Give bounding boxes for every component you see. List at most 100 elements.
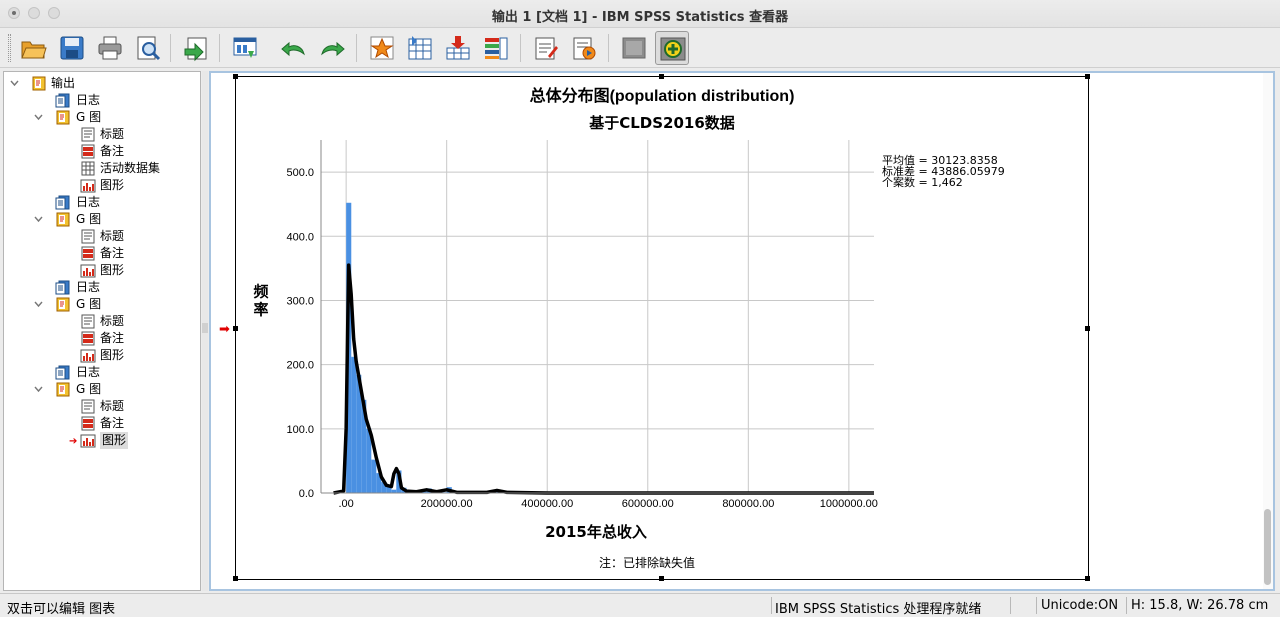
outline-item[interactable]: G 图 xyxy=(4,211,200,228)
outline-item-label: 活动数据集 xyxy=(100,161,161,175)
resize-handle-bottom-right[interactable] xyxy=(1085,576,1090,581)
selected-item-arrow-icon: ➡ xyxy=(219,322,230,337)
outline-item[interactable]: 标题 xyxy=(4,398,200,415)
outline-item[interactable]: G 图 xyxy=(4,296,200,313)
outline-item[interactable]: 图形 xyxy=(4,177,200,194)
outline-item[interactable]: 活动数据集 xyxy=(4,160,200,177)
hide-icon xyxy=(622,37,646,59)
resize-handle-left[interactable] xyxy=(233,326,238,331)
outline-item-label: 日志 xyxy=(76,365,101,379)
expand-toggle-icon[interactable] xyxy=(34,113,43,122)
output-content-pane: ➡ 0.0 100.0 200.0 300.0 400.0 500.0 .00 200000.… xyxy=(209,71,1275,591)
outline-item-label: 标题 xyxy=(100,127,125,141)
outline-item[interactable]: G 图 xyxy=(4,109,200,126)
notes-icon xyxy=(81,416,95,431)
outline-item[interactable]: G 图 xyxy=(4,381,200,398)
insert-text-button[interactable] xyxy=(529,31,563,65)
log-icon xyxy=(55,365,70,380)
outline-item[interactable]: 图形 xyxy=(4,347,200,364)
histogram-bar xyxy=(351,356,357,494)
resize-handle-top-right[interactable] xyxy=(1085,74,1090,79)
x-tick-label: 600000.00 xyxy=(622,498,674,510)
resize-handle-right[interactable] xyxy=(1085,326,1090,331)
notes-icon xyxy=(81,246,95,261)
expand-toggle-icon[interactable] xyxy=(10,79,19,88)
expand-toggle-icon[interactable] xyxy=(34,215,43,224)
close-window-button[interactable] xyxy=(8,7,20,19)
variables-button[interactable] xyxy=(479,31,513,65)
outline-item[interactable]: 备注 xyxy=(4,143,200,160)
goto-data-button[interactable] xyxy=(365,31,399,65)
splitter-knob[interactable] xyxy=(202,323,208,333)
outline-item[interactable]: 日志 xyxy=(4,279,200,296)
y-tick-label: 200.0 xyxy=(286,360,314,372)
outline-item-label: 备注 xyxy=(100,416,125,430)
redo-button[interactable] xyxy=(315,31,349,65)
goto-case-button[interactable] xyxy=(403,31,437,65)
expand-toggle-icon[interactable] xyxy=(34,385,43,394)
outline-item[interactable]: 标题 xyxy=(4,228,200,245)
save-button[interactable] xyxy=(55,31,89,65)
hide-button[interactable] xyxy=(617,31,651,65)
statistic-line: 个案数 = 1,462 xyxy=(882,175,963,189)
chart-object[interactable]: 0.0 100.0 200.0 300.0 400.0 500.0 .00 200000.00… xyxy=(235,76,1089,580)
outline-item[interactable]: 标题 xyxy=(4,313,200,330)
recall-dialog-button[interactable] xyxy=(228,31,262,65)
toolbar-grip[interactable] xyxy=(8,34,11,62)
outline-item[interactable]: 备注 xyxy=(4,330,200,347)
outline-item[interactable]: 日志 xyxy=(4,92,200,109)
open-icon xyxy=(21,41,47,59)
resize-handle-top-left[interactable] xyxy=(233,74,238,79)
print-button[interactable] xyxy=(93,31,127,65)
outline-item-label: 备注 xyxy=(100,331,125,345)
outline-item[interactable]: 图形 xyxy=(4,262,200,279)
x-tick-label: 400000.00 xyxy=(521,498,573,510)
histogram-bars xyxy=(345,202,503,494)
toolbar-separator xyxy=(608,34,609,62)
outline-item[interactable]: 备注 xyxy=(4,245,200,262)
outline-item[interactable]: 标题 xyxy=(4,126,200,143)
outline-item-label: G 图 xyxy=(76,297,102,311)
toolbar-separator xyxy=(170,34,171,62)
y-axis-label-char: 频 xyxy=(253,282,268,300)
dimensions-status: H: 15.8, W: 26.78 cm xyxy=(1131,598,1269,613)
toolbar-separator xyxy=(356,34,357,62)
dataset-icon xyxy=(81,161,95,176)
graph-book-icon xyxy=(56,212,70,227)
recall-dialog-icon xyxy=(233,37,257,58)
y-tick-label: 300.0 xyxy=(286,295,314,307)
notes-icon xyxy=(81,331,95,346)
outline-item[interactable]: 日志 xyxy=(4,364,200,381)
insert-title-button[interactable] xyxy=(567,31,601,65)
undo-button[interactable] xyxy=(277,31,311,65)
outline-item[interactable]: 备注 xyxy=(4,415,200,432)
resize-handle-bottom-left[interactable] xyxy=(233,576,238,581)
x-tick-label: .00 xyxy=(338,498,353,510)
x-tick-label: 800000.00 xyxy=(722,498,774,510)
resize-handle-bottom[interactable] xyxy=(659,576,664,581)
minimize-window-button[interactable] xyxy=(28,7,40,19)
print-preview-button[interactable] xyxy=(131,31,165,65)
designate-window-button[interactable] xyxy=(655,31,689,65)
graph-book-icon xyxy=(56,297,70,312)
x-axis-label: 2015年总收入 xyxy=(545,523,647,541)
redo-icon xyxy=(321,41,345,57)
open-button[interactable] xyxy=(17,31,51,65)
expand-toggle-icon[interactable] xyxy=(34,300,43,309)
statistic-line: 标准差 = 43886.05979 xyxy=(882,164,1005,178)
outline-item-label: 图形 xyxy=(100,178,125,192)
outline-item-label: G 图 xyxy=(76,382,102,396)
goto-variable-button[interactable] xyxy=(441,31,475,65)
scrollbar-thumb[interactable] xyxy=(1264,509,1271,585)
pane-splitter[interactable] xyxy=(202,71,208,591)
outline-item[interactable]: 日志 xyxy=(4,194,200,211)
save-icon xyxy=(60,36,84,60)
outline-item[interactable]: ➔ 图形 xyxy=(4,432,200,449)
maximize-window-button[interactable] xyxy=(48,7,60,19)
vertical-scrollbar[interactable] xyxy=(1263,73,1273,589)
y-tick-label: 0.0 xyxy=(299,488,314,500)
outline-pane[interactable]: 输出 日志 G 图标题 备注 活动数据集 图形 日志 G 图标题 备注 图形 日志 G 图标题 备注 图形… xyxy=(3,71,201,591)
resize-handle-top[interactable] xyxy=(659,74,664,79)
outline-item[interactable]: 输出 xyxy=(4,75,200,92)
export-button[interactable] xyxy=(179,31,213,65)
